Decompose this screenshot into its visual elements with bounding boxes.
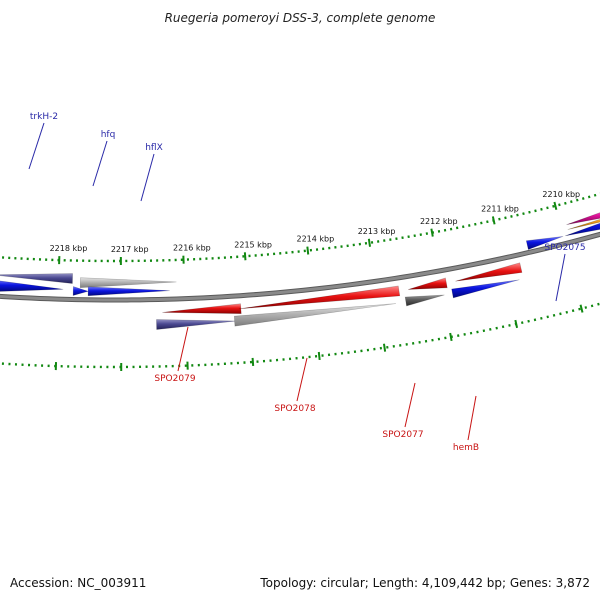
tick-label: 2216 kbp: [173, 244, 211, 253]
gene-arrow-spo2077-a: [407, 277, 448, 290]
tick-dot: [527, 319, 530, 323]
tick-dot: [522, 212, 525, 216]
genome-summary: Topology: circular; Length: 4,109,442 bp…: [260, 576, 590, 590]
tick-dot: [534, 209, 537, 213]
gene-label: hflX: [145, 143, 163, 153]
gene-arrow-trkh2-b: [0, 280, 64, 292]
gene-arrow-spo2078: [233, 303, 396, 327]
tick-dot: [593, 193, 597, 197]
tick-dot: [565, 310, 569, 314]
tick-dot: [486, 220, 489, 224]
tick-dot: [546, 315, 549, 319]
tick-dot: [587, 195, 591, 199]
gene-arrow-red-3: [455, 262, 523, 282]
gene-label: SPO2079: [154, 374, 195, 384]
tick-dot: [516, 213, 519, 217]
tick-dot: [581, 197, 585, 200]
tick-label: 2218 kbp: [50, 244, 88, 253]
gene-arrow-right: [565, 222, 600, 237]
callout-line: [140, 153, 155, 202]
gene-label: trkH-2: [30, 112, 58, 122]
gene-arrow-hflx: [87, 286, 170, 297]
gene-arrow-hemb: [451, 279, 520, 299]
tick-dot: [540, 207, 543, 211]
gene-arrow-trkh2-a: [0, 273, 73, 284]
tick-label: 2210 kbp: [542, 190, 580, 199]
tick-dot: [559, 312, 562, 316]
backbone: [0, 232, 600, 302]
tick-major-outer: [317, 351, 321, 361]
tick-dot: [590, 304, 594, 308]
gene-label: hfq: [101, 130, 116, 140]
tick-dot: [533, 318, 537, 322]
tick-major-inner: [367, 238, 372, 247]
tick-dot: [570, 200, 573, 204]
tick-major-inner: [553, 201, 558, 210]
gene-arrow-spo2075: [525, 236, 564, 250]
tick-dot: [528, 210, 531, 214]
tick-label: 2211 kbp: [481, 205, 519, 214]
tick-dot: [552, 313, 556, 317]
callout-line: [467, 395, 477, 441]
tick-label: 2214 kbp: [296, 235, 334, 244]
tick-dot: [564, 201, 567, 205]
tick-label: 2212 kbp: [420, 217, 458, 226]
gene-arrow-hfq: [79, 277, 177, 288]
gene-label: SPO2078: [274, 404, 315, 414]
tick-dot: [508, 324, 511, 327]
tick-major-inner: [430, 228, 434, 237]
tick-dot: [504, 216, 507, 220]
callout-line: [555, 253, 566, 302]
gene-arrow-small: [72, 286, 90, 296]
callout-line: [296, 357, 308, 402]
accession-label: Accession: NC_003911: [10, 576, 147, 590]
tick-dot: [498, 217, 501, 221]
gene-arrow-orange: [567, 219, 600, 230]
map-title: Ruegeria pomeroyi DSS-3, complete genome: [165, 11, 436, 25]
tick-major-outer: [251, 357, 255, 367]
tick-major-inner: [243, 252, 247, 261]
tick-label: 2215 kbp: [234, 240, 272, 249]
tick-dot: [584, 306, 588, 309]
tick-dot: [540, 316, 543, 320]
tick-dot: [546, 206, 549, 210]
tick-dot: [571, 309, 575, 313]
tick-major-outer: [514, 319, 519, 329]
callout-line: [177, 326, 189, 372]
tick-dot: [552, 204, 555, 208]
tick-major-outer: [449, 332, 453, 342]
gene-label: SPO2077: [382, 430, 423, 440]
gene-arrow-red-2: [238, 285, 401, 310]
callout-line: [92, 140, 108, 187]
tick-label: 2213 kbp: [358, 227, 396, 236]
tick-label: 2217 kbp: [111, 245, 149, 254]
callout-line: [28, 122, 45, 170]
tick-dot: [510, 215, 513, 218]
tick-major-inner: [306, 246, 310, 255]
gene-arrow-spo2077: [404, 294, 445, 307]
gene-label: SPO2075: [544, 243, 585, 253]
gene-arrow-spo2079: [156, 319, 237, 330]
callout-line: [404, 382, 416, 428]
gene-label: hemB: [453, 443, 479, 453]
gene-arrow-red-1: [162, 303, 242, 314]
tick-dot: [578, 307, 581, 311]
gene-arrow-magenta: [566, 212, 600, 225]
tick-dot: [558, 203, 561, 207]
tick-dot: [597, 302, 600, 306]
tick-major-outer: [382, 343, 387, 352]
tick-major-outer: [579, 304, 584, 313]
tick-major-inner: [491, 216, 496, 225]
tick-dot: [521, 321, 524, 325]
tick-dot: [576, 198, 579, 202]
